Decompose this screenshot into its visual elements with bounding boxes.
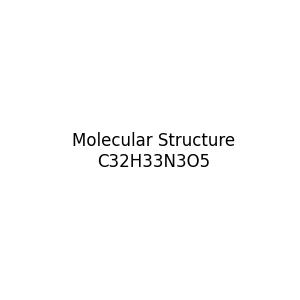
Text: Molecular Structure
C32H33N3O5: Molecular Structure C32H33N3O5 bbox=[72, 132, 235, 171]
